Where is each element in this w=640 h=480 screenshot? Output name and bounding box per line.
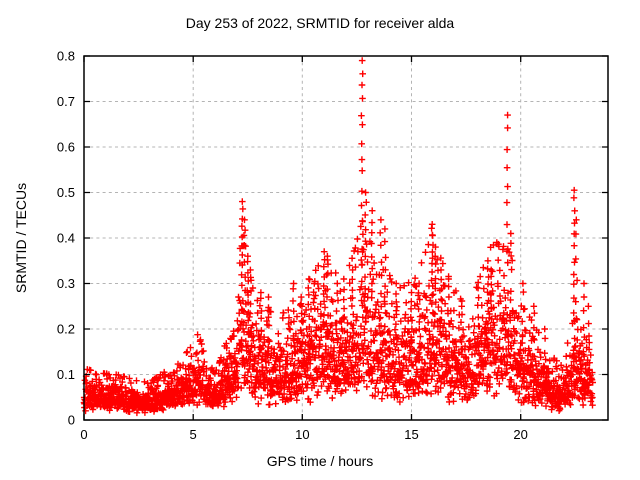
x-tick-label: 20 [513, 427, 527, 442]
data-points [80, 57, 596, 417]
y-tick-label: 0.4 [57, 231, 75, 246]
x-axis-label: GPS time / hours [266, 453, 374, 469]
y-tick-label: 0.7 [57, 94, 75, 109]
y-tick-label: 0.1 [57, 367, 75, 382]
chart-title: Day 253 of 2022, SRMTID for receiver ald… [185, 15, 455, 31]
y-tick-label: 0.5 [57, 185, 75, 200]
y-tick-label: 0.6 [57, 140, 75, 155]
y-tick-label: 0.3 [57, 276, 75, 291]
x-tick-label: 15 [404, 427, 418, 442]
x-tick-label: 5 [190, 427, 197, 442]
x-tick-label: 10 [295, 427, 309, 442]
x-tick-label: 0 [80, 427, 87, 442]
y-tick-label: 0.8 [57, 49, 75, 64]
tick-marks [83, 55, 608, 421]
y-tick-label: 0.2 [57, 322, 75, 337]
y-tick-label: 0 [68, 413, 75, 428]
